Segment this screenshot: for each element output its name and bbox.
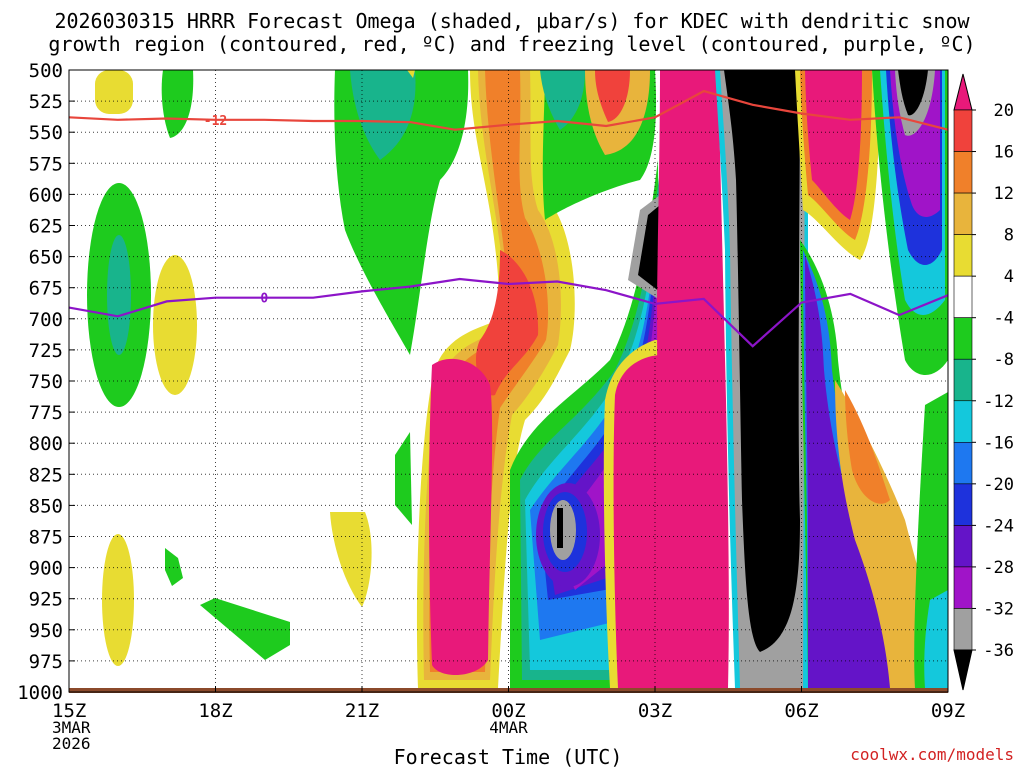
- colorbar-label: 12: [994, 184, 1014, 204]
- colorbar-swatch: [953, 400, 973, 443]
- shade-teal-mid: [540, 70, 585, 130]
- x-axis-title: Forecast Time (UTC): [394, 745, 623, 768]
- y-tick-label: 750: [29, 371, 63, 393]
- shade-green-small: [165, 548, 183, 586]
- colorbar-label: -16: [983, 433, 1014, 453]
- y-tick-label: 500: [29, 60, 63, 82]
- colorbar-swatch: [953, 234, 973, 277]
- colorbar-label: -8: [994, 350, 1014, 370]
- shade-green-vert: [395, 432, 412, 525]
- colorbar-swatch: [953, 442, 973, 485]
- colorbar-label: -20: [983, 475, 1014, 495]
- y-tick-label: 575: [29, 153, 63, 175]
- y-tick-label: 800: [29, 433, 63, 455]
- shade-green-top: [161, 70, 194, 138]
- contour-label--12: -12: [204, 114, 227, 129]
- colorbar-bottom-arrow: [953, 649, 973, 691]
- colorbar-swatch: [953, 483, 973, 526]
- y-tick-label: 525: [29, 91, 63, 113]
- shade-black-cell: [557, 508, 563, 548]
- shade-yellow-small-top: [407, 70, 415, 78]
- x-tick-label: 06Z: [784, 700, 818, 722]
- shade-yellow-left-low: [102, 534, 134, 666]
- chart-title-line2: growth region (contoured, red, ºC) and f…: [48, 32, 975, 56]
- shade-cyan-right-low: [924, 590, 948, 688]
- grid: [69, 70, 948, 692]
- y-tick-label: 625: [29, 216, 63, 238]
- colorbar-swatch: [953, 525, 973, 568]
- shade-green-large: [334, 70, 469, 355]
- y-tick-label: 925: [29, 589, 63, 611]
- shade-red-mid-top: [595, 70, 630, 122]
- y-tick-label: 650: [29, 247, 63, 269]
- y-tick-label: 825: [29, 464, 63, 486]
- colorbar-label: 20: [994, 101, 1014, 121]
- shade-green-band: [200, 598, 290, 660]
- shade-pink-column2: [613, 355, 665, 688]
- chart-title-line1: 2026030315 HRRR Forecast Omega (shaded, …: [54, 9, 970, 33]
- colorbar-swatch: [953, 358, 973, 402]
- contour-label-0: 0: [260, 292, 268, 307]
- y-tick-label: 775: [29, 402, 63, 424]
- y-tick-label: 850: [29, 495, 63, 517]
- colorbar-swatch: [953, 151, 973, 194]
- y-tick-label: 725: [29, 340, 63, 362]
- y-tick-label: 950: [29, 620, 63, 642]
- colorbar-top-arrow: [953, 73, 973, 111]
- colorbar-label: -28: [983, 558, 1014, 578]
- x-tick-label: 03Z: [638, 700, 672, 722]
- x-tick-sublabel-year: 2026: [52, 734, 91, 753]
- omega-shading: [87, 70, 948, 688]
- y-tick-label: 975: [29, 651, 63, 673]
- shade-teal-left: [107, 235, 131, 355]
- x-tick-label: 09Z: [931, 700, 965, 722]
- y-tick-label: 900: [29, 558, 63, 580]
- x-tick-label: 00Z: [491, 700, 525, 722]
- y-tick-label: 550: [29, 122, 63, 144]
- contour-line--12: [68, 89, 949, 131]
- shade-yellow-left-mid: [153, 255, 197, 395]
- colorbar-label: 4: [1004, 267, 1014, 287]
- colorbar: 20 16 12 8 4 -4 -8 -12 -16 -20 -24 -28 -32 -36: [953, 73, 1014, 691]
- y-axis: 500 525 550 575 600 625 650 675 700 725 750 775 800 8…: [17, 60, 75, 704]
- shade-black-core: [724, 70, 800, 652]
- colorbar-label: -32: [983, 599, 1014, 619]
- contour-lines: -12 0: [68, 89, 949, 348]
- shade-yellow-top-left: [95, 70, 133, 114]
- colorbar-label: 16: [994, 143, 1014, 163]
- x-tick-label: 18Z: [198, 700, 232, 722]
- x-tick-label: 15Z: [52, 700, 86, 722]
- shade-teal-large: [350, 70, 416, 160]
- colorbar-label: -24: [983, 516, 1014, 536]
- shade-yellow-mid-low: [330, 512, 372, 607]
- colorbar-swatch: [953, 566, 973, 609]
- colorbar-label: -4: [994, 309, 1014, 329]
- y-tick-label: 600: [29, 184, 63, 206]
- y-tick-label: 675: [29, 278, 63, 300]
- colorbar-label: 8: [1004, 226, 1014, 246]
- y-tick-label: 875: [29, 527, 63, 549]
- shade-pink-column1: [429, 358, 493, 676]
- x-tick-sublabel: 3MAR: [52, 718, 91, 737]
- shade-pink-right-top: [805, 70, 862, 220]
- colorbar-label: -36: [983, 641, 1014, 661]
- shade-pink-main: [657, 70, 729, 688]
- y-tick-label: 1000: [17, 682, 63, 704]
- colorbar-swatch: [953, 275, 973, 318]
- colorbar-swatch: [953, 109, 973, 152]
- shade-black-right-top: [898, 70, 928, 116]
- colorbar-label: -12: [983, 392, 1014, 412]
- x-tick-sublabel: 4MAR: [489, 718, 528, 737]
- colorbar-swatch: [953, 317, 973, 360]
- credit-text: coolwx.com/models: [850, 745, 1014, 764]
- contour-line-0: [68, 277, 949, 348]
- shade-red-column1: [475, 250, 539, 396]
- x-tick-label: 21Z: [345, 700, 379, 722]
- y-tick-label: 700: [29, 309, 63, 331]
- colorbar-swatch: [953, 608, 973, 651]
- shade-orange-right: [845, 390, 890, 504]
- colorbar-swatch: [953, 192, 973, 235]
